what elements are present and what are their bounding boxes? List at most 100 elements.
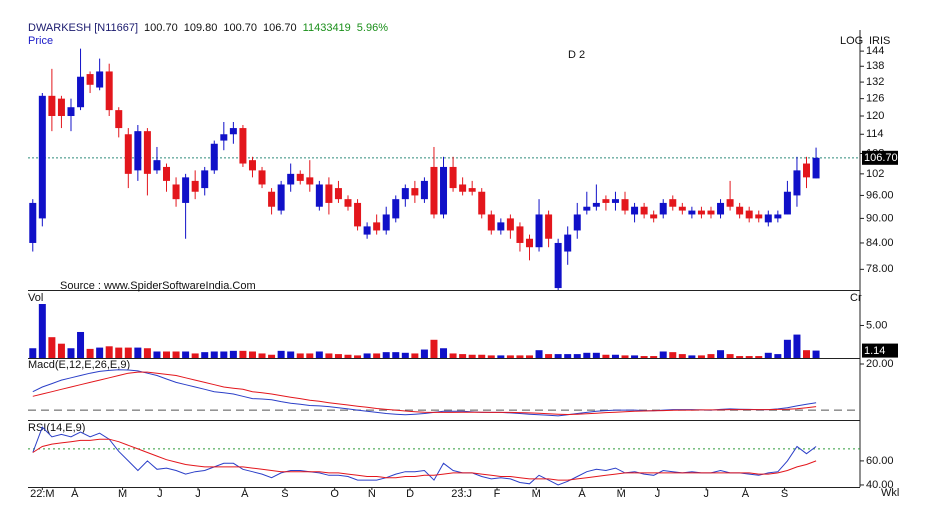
y-tick-label: 120 [866,110,884,122]
volume-bar [506,355,514,358]
candle-body [745,210,753,219]
candle-body [602,199,610,203]
candle-body [697,210,705,215]
candle-body [296,173,304,181]
volume-bar [67,348,75,358]
candle-body [411,188,419,196]
candle-body [392,199,400,219]
volume-bar [191,353,199,358]
indicator-line [32,369,817,417]
volume-bar [650,356,658,358]
volume-bar [812,350,820,358]
x-tick-label: F [494,488,501,500]
volume-bar [344,354,352,358]
candle-body [592,202,600,207]
candle-body [430,166,438,215]
candle-body [583,206,591,211]
volume-bar [354,355,362,358]
candle-body [96,71,104,88]
x-tick-label: J [195,488,201,500]
candle-body [57,98,65,117]
candle-body [258,170,266,185]
candle-body [554,242,562,289]
candle-body [726,199,734,207]
candle-body [325,184,333,203]
candle-body [363,226,371,235]
volume-bar [449,353,457,358]
volume-bar [163,351,171,358]
volume-bar [172,351,180,358]
volume-bar [411,353,419,358]
candle-body [354,202,362,227]
candle-body [182,177,190,203]
volume-bar [736,356,744,358]
x-tick-label: A [241,488,249,500]
panel [29,304,820,358]
low: 100.70 [223,22,257,34]
candle-body [220,134,228,141]
candle-body [124,134,132,174]
y-tick-label: 84.00 [866,237,894,249]
volume-bar [793,334,801,358]
volume-bar [516,355,524,358]
candle-body [535,214,543,248]
x-tick-label: 22:M [30,488,54,500]
candle-body [229,128,237,135]
panel [28,426,860,486]
volume-bar [239,350,247,358]
volume-bar [268,354,276,358]
indicator-line [32,426,817,486]
candle-body [516,226,524,243]
y-tick-label: 5.00 [866,319,887,331]
candle-body [77,76,85,108]
volume-bar [440,348,448,358]
candle-body [287,173,295,185]
volume-bar [48,337,56,358]
volume-bar [487,355,495,358]
candle-body [669,199,677,207]
last-volume-label: 1.14 [864,345,885,357]
volume-bar [153,351,161,358]
volume-bar [86,348,94,358]
volume-bar [602,354,610,358]
volume-bar [525,355,533,358]
candle-body [803,163,811,178]
volume-bar [573,354,581,358]
volume-bar [459,354,467,358]
candle-body [650,214,658,219]
candle-body [191,180,199,192]
close: 106.70 [263,22,297,34]
volume-bar [258,353,266,358]
x-tick-label: M [532,488,541,500]
volume-bar [115,347,123,358]
candle-body [210,143,218,171]
unit-label: Cr [850,292,862,304]
symbol: DWARKESH [N11667] [28,22,138,34]
candle-body [373,222,381,231]
candle-body [172,184,180,200]
candle-body [793,170,801,196]
panel-label: Vol [28,292,43,304]
volume-bar [783,339,791,358]
y-tick-label: 102 [866,168,884,180]
candle-body [478,191,486,215]
open: 100.70 [144,22,178,34]
high: 109.80 [184,22,218,34]
volume-bar [57,343,65,358]
y-tick-label: 60.00 [866,455,894,467]
volume-bar [726,354,734,358]
volume-bar [631,355,639,358]
x-tick-label: S [781,488,788,500]
indicator-line [32,371,817,416]
volume-bar [401,352,409,358]
candle-body [115,110,123,129]
candle-body [105,71,113,111]
candle-body [497,222,505,231]
volume-bar [497,355,505,358]
volume-bar [38,304,46,358]
volume-bar [182,351,190,358]
candle-body [401,188,409,200]
panel-label: Price [28,35,53,47]
candle-body [143,131,151,174]
